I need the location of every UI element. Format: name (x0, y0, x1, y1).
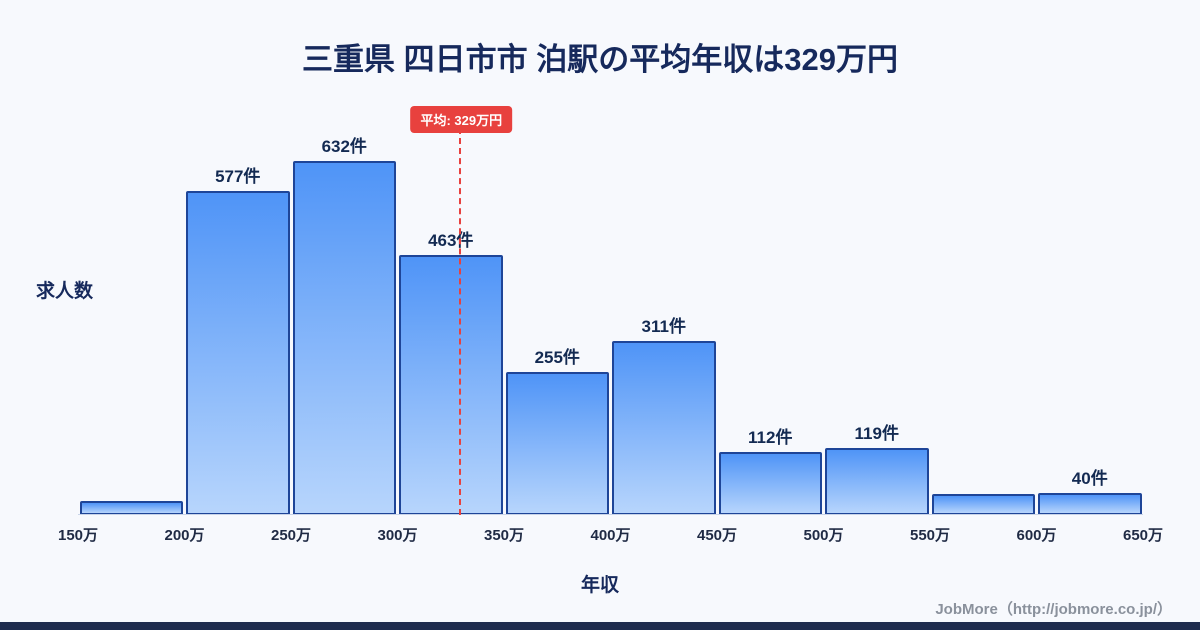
bar-250万-300万: 632件 (292, 137, 396, 515)
bar-150万-200万 (79, 501, 183, 515)
bar-value-label: 577件 (215, 167, 261, 186)
footer-credit: JobMore（http://jobmore.co.jp/） (935, 601, 1172, 618)
bar-value-label: 119件 (854, 424, 899, 443)
x-tick-label: 300万 (377, 527, 418, 544)
average-line: 平均: 329万円 (410, 106, 513, 515)
x-tick-label: 600万 (1016, 527, 1057, 544)
bar-value-label: 255件 (534, 348, 580, 367)
x-axis-label: 年収 (580, 575, 619, 596)
x-axis-ticks: 150万 200万 250万 300万 350万 400万 450万 500万 550万 600万… (58, 515, 1163, 545)
bar-550万-600万 (931, 494, 1035, 515)
bar-value-label: 112件 (748, 428, 793, 447)
x-tick-label: 400万 (590, 527, 631, 544)
bar-500万-550万: 119件 (825, 424, 929, 515)
bar-600万-650万: 40件 (1038, 469, 1142, 515)
bar-450万-500万: 112件 (718, 428, 822, 515)
bar-350万-400万: 255件 (505, 348, 609, 515)
x-tick-label: 250万 (270, 527, 312, 544)
bar-value-label: 632件 (321, 137, 367, 156)
y-axis-label: 求人数 (36, 281, 94, 302)
x-tick-label: 200万 (164, 527, 205, 544)
bar-300万-350万: 463件 (399, 231, 503, 515)
x-tick-label: 550万 (909, 527, 951, 544)
average-badge: 平均: 329万円 (410, 106, 513, 133)
x-tick-label: 500万 (803, 527, 844, 544)
x-tick-label: 150万 (57, 527, 99, 544)
bar-400万-450万: 311件 (612, 317, 716, 515)
x-tick-label: 450万 (696, 527, 738, 544)
chart-area: 577件 632件 463件 255件 311件 112件 119件 40件 平均: 329万… (58, 100, 1163, 544)
bottom-strip (0, 622, 1200, 630)
chart-title: 三重県 四日市市 泊駅の平均年収は329万円 (302, 42, 898, 77)
bar-value-label: 463件 (428, 231, 474, 250)
bar-value-label: 311件 (641, 317, 686, 336)
bar-value-label: 40件 (1071, 469, 1108, 488)
bar-200万-250万: 577件 (186, 167, 290, 515)
bars-container: 577件 632件 463件 255件 311件 112件 119件 40件 (78, 100, 1143, 515)
x-axis-line (78, 514, 1143, 515)
x-tick-label: 350万 (483, 527, 525, 544)
x-tick-label: 650万 (1122, 527, 1164, 544)
